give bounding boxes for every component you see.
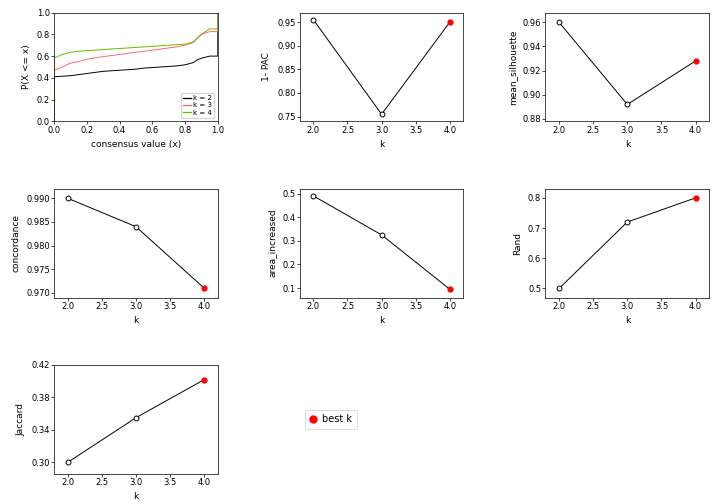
X-axis label: k: k	[133, 317, 138, 325]
Legend: k = 2, k = 3, k = 4: k = 2, k = 3, k = 4	[181, 93, 215, 118]
Legend: best k: best k	[305, 410, 357, 429]
Y-axis label: Jaccard: Jaccard	[17, 403, 26, 436]
X-axis label: k: k	[133, 492, 138, 501]
X-axis label: k: k	[625, 140, 630, 149]
Y-axis label: 1- PAC: 1- PAC	[263, 52, 271, 82]
X-axis label: k: k	[379, 140, 384, 149]
Y-axis label: area_increased: area_increased	[268, 209, 276, 278]
X-axis label: consensus value (x): consensus value (x)	[91, 140, 181, 149]
Y-axis label: P(X <= x): P(X <= x)	[22, 45, 31, 89]
Y-axis label: concordance: concordance	[12, 214, 21, 272]
Y-axis label: Rand: Rand	[513, 232, 523, 255]
X-axis label: k: k	[625, 317, 630, 325]
X-axis label: k: k	[379, 317, 384, 325]
Y-axis label: mean_silhouette: mean_silhouette	[508, 29, 517, 105]
